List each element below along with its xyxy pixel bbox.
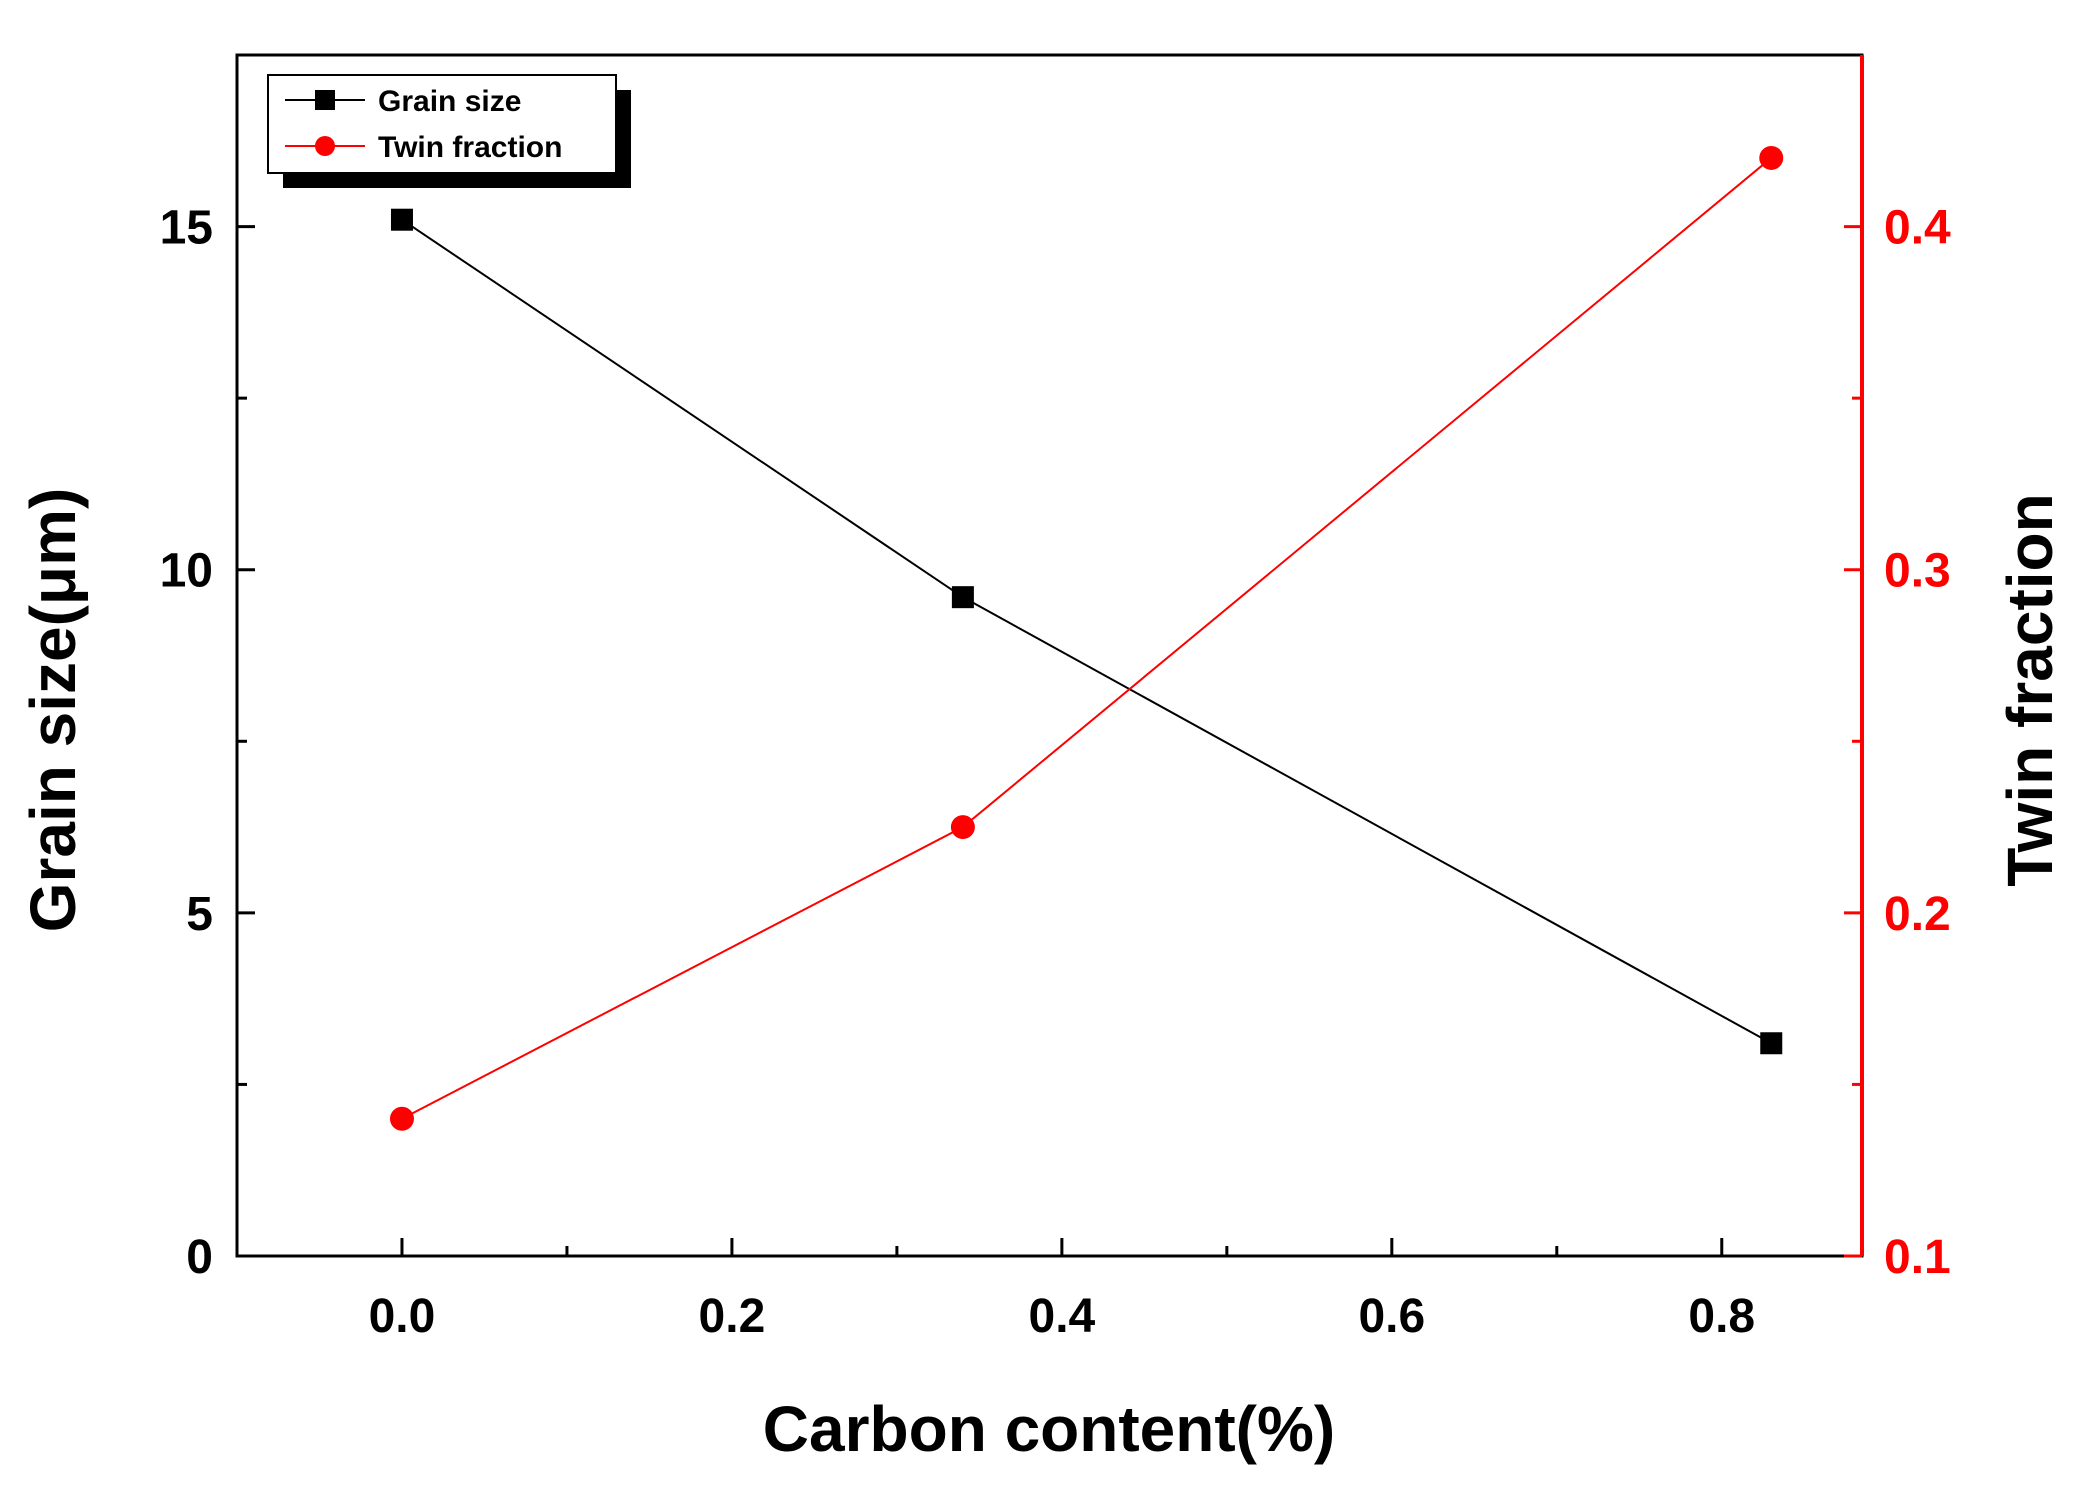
series-line [401,218,1772,1045]
data-point [950,815,975,840]
series-layer [389,145,1784,1131]
legend-label-grain-size: Grain size [378,85,521,118]
y2-tick-label: 0.4 [1884,202,1951,255]
y2-axis-title: Twin fraction [1994,493,2066,886]
data-point [951,586,974,609]
data-point [389,1106,414,1131]
x-tick-label: 0.2 [699,1290,766,1343]
y-tick-label: 10 [160,545,213,598]
ticks-layer [237,225,1862,1258]
legend-label-twin-fraction: Twin fraction [378,131,562,164]
x-tick-label: 0.0 [369,1290,436,1343]
x-axis-title: Carbon content(%) [763,1393,1335,1465]
x-tick-label: 0.4 [1029,1290,1096,1343]
x-tick-label: 0.6 [1358,1290,1425,1343]
legend-marker-twin-fraction [315,136,335,156]
plot-frame [235,53,1864,1258]
y-tick-label: 15 [160,202,213,255]
data-point [1760,1032,1783,1055]
y2-tick-label: 0.3 [1884,545,1951,598]
data-point [1759,145,1784,170]
y-axis-title: Grain size(μm) [17,488,89,933]
series-line [401,157,1772,1120]
legend-marker-grain-size [315,90,335,110]
y2-tick-label: 0.2 [1884,888,1951,941]
labels-layer: 0.0 0.2 0.4 0.6 0.8 0 5 10 15 0.1 0.2 0.3 0.4 [160,202,1951,1343]
y-tick-label: 0 [186,1231,213,1284]
legend: Grain size Twin fraction [267,74,631,188]
x-tick-label: 0.8 [1688,1290,1755,1343]
y2-tick-label: 0.1 [1884,1231,1951,1284]
y-tick-label: 5 [186,888,213,941]
data-point [390,208,413,231]
